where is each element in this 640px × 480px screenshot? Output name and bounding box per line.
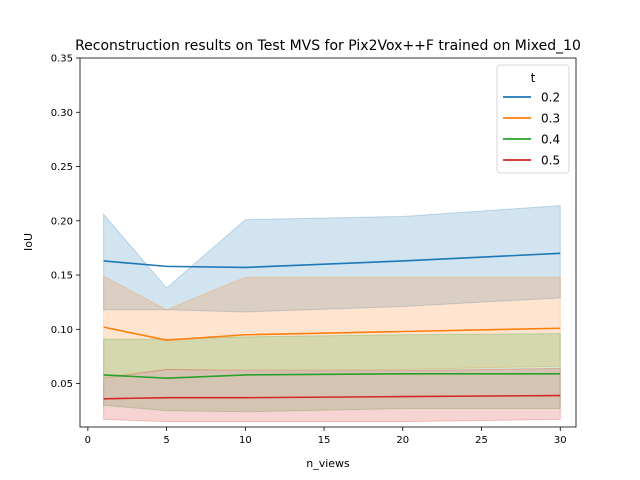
confidence-bands — [103, 205, 561, 423]
series-line-0.2 — [103, 252, 561, 269]
y-tick-label: 0.05 — [51, 379, 73, 390]
band-0.3 — [103, 275, 561, 378]
series-line-0.4 — [103, 373, 561, 379]
x-tick-label: 5 — [163, 435, 169, 446]
legend-label-0.4: 0.4 — [541, 133, 560, 147]
series-line-0.3 — [103, 326, 561, 341]
legend-box — [496, 64, 570, 174]
y-tick-label: 0.25 — [51, 162, 73, 173]
plot-frame — [79, 57, 577, 428]
y-tick-label: 0.15 — [51, 271, 73, 282]
y-axis: 0.05 0.10 0.15 0.20 0.25 0.30 0.35 — [51, 54, 80, 390]
series-lines — [103, 252, 561, 400]
y-axis-label: IoU — [22, 233, 35, 251]
band-0.2 — [103, 205, 561, 313]
band-0.4 — [103, 333, 561, 413]
y-tick-label: 0.20 — [51, 216, 73, 227]
band-0.5 — [103, 367, 561, 423]
y-tick-label: 0.30 — [51, 108, 73, 119]
y-tick-label: 0.35 — [51, 54, 73, 65]
legend-label-0.3: 0.3 — [541, 112, 560, 126]
series-line-0.5 — [103, 394, 561, 400]
x-axis-label: n_views — [306, 457, 350, 470]
x-tick-label: 30 — [554, 435, 567, 446]
legend-label-0.2: 0.2 — [541, 91, 560, 105]
chart-title: Reconstruction results on Test MVS for P… — [75, 38, 581, 54]
legend-title: t — [531, 71, 536, 85]
legend: t 0.2 0.3 0.4 0.5 — [496, 64, 570, 174]
x-tick-label: 20 — [396, 435, 409, 446]
x-tick-label: 0 — [85, 435, 91, 446]
x-tick-label: 10 — [239, 435, 252, 446]
x-tick-label: 15 — [318, 435, 331, 446]
x-tick-label: 25 — [475, 435, 488, 446]
y-tick-label: 0.10 — [51, 325, 73, 336]
legend-label-0.5: 0.5 — [541, 154, 560, 168]
x-axis: 0 5 10 15 20 25 30 — [85, 427, 567, 446]
